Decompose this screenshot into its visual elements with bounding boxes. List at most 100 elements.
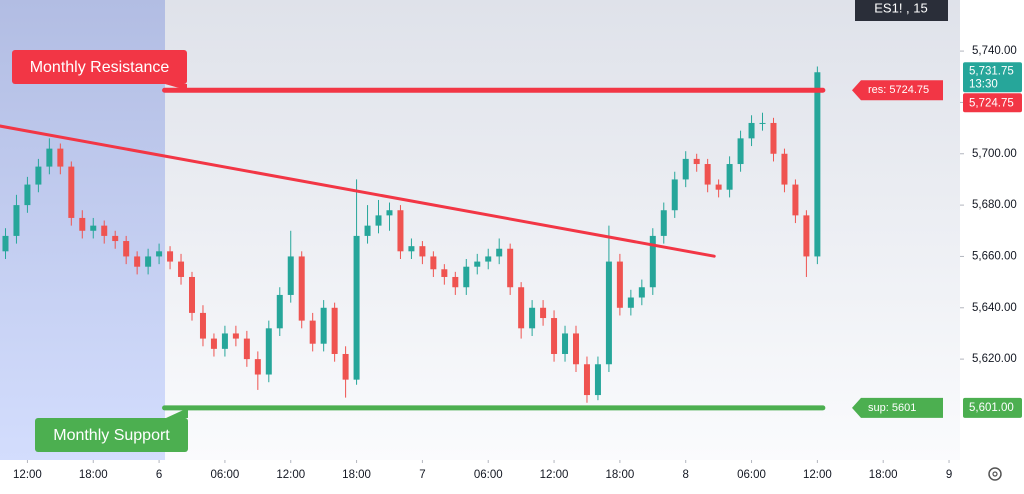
candle-body <box>660 210 667 236</box>
candle-body <box>101 225 108 236</box>
support-label-box <box>35 418 188 452</box>
chart-layer: 5,620.00 5,640.00 5,660.00 5,680.00 5,700.00… <box>0 45 1022 481</box>
resistance-label: Monthly Resistance <box>30 59 170 76</box>
symbol: ES1! , 15 <box>874 0 927 15</box>
candle-body <box>364 225 371 236</box>
candle-body <box>221 333 228 349</box>
x-tick-label: 06:00 <box>737 469 766 481</box>
candle-body <box>583 364 590 396</box>
x-tick-label: 18:00 <box>605 469 634 481</box>
x-tick-label: 06:00 <box>211 469 240 481</box>
candle-body <box>693 158 700 165</box>
y-tick-label: 5,640.00 <box>972 302 1017 314</box>
countdown: 13:30 <box>969 78 998 90</box>
candle-body <box>199 312 206 339</box>
resistance-label-box <box>12 50 187 84</box>
y-tick-label: 5,700.00 <box>972 148 1017 160</box>
x-tick-label: 18:00 <box>869 469 898 481</box>
candle-body <box>189 276 195 313</box>
settings-icon[interactable] <box>988 467 1002 481</box>
resistance-badge <box>963 93 1022 113</box>
support-tag-text: sup: 5601 <box>868 402 916 414</box>
support-label: Monthly Support <box>53 427 170 444</box>
x-tick-label: 12:00 <box>540 469 569 481</box>
candle-body <box>485 256 492 262</box>
candle-body <box>430 256 437 270</box>
candle-body <box>254 359 261 375</box>
candle-body <box>46 148 53 167</box>
candle-body <box>57 148 64 167</box>
resistance-badge-text: 5,724.75 <box>969 97 1014 109</box>
trendline <box>0 124 716 258</box>
x-tick-label: 18:00 <box>342 469 371 481</box>
x-tick-label: 18:00 <box>79 469 108 481</box>
candle-body <box>605 261 612 365</box>
candle-body <box>463 266 470 288</box>
candle-body <box>452 276 459 288</box>
candle-body <box>726 164 733 190</box>
time-axis <box>0 460 1024 489</box>
candle-body <box>210 338 217 349</box>
candle-body <box>671 179 678 211</box>
candle-body <box>781 153 788 185</box>
candle-body <box>474 261 481 267</box>
candle-body <box>331 307 338 354</box>
candle-body <box>375 215 382 226</box>
candle-body <box>145 256 152 267</box>
resistance-label-pointer <box>165 84 187 91</box>
candle-body <box>353 235 360 380</box>
candle-body <box>770 122 777 154</box>
candle-body <box>232 333 239 339</box>
candle-body <box>134 256 141 267</box>
candle-body <box>24 184 31 206</box>
candle-body <box>737 138 744 165</box>
candle-body <box>90 225 97 231</box>
candle-body <box>123 241 130 257</box>
support-badge-text: 5,601.00 <box>969 402 1014 414</box>
candle-body <box>704 164 711 185</box>
resistance-tag <box>852 80 943 101</box>
candle-body <box>759 122 766 124</box>
candle-body <box>167 251 174 262</box>
candle-body <box>342 353 349 380</box>
candle-body <box>518 287 525 329</box>
candle-body <box>814 72 821 257</box>
x-tick-label: 12:00 <box>276 469 305 481</box>
candle-body <box>540 307 547 319</box>
candle-body <box>287 256 294 295</box>
candle-body <box>441 269 448 277</box>
y-tick-label: 5,660.00 <box>972 250 1017 262</box>
candle-body <box>156 251 163 257</box>
last-price: 5,731.75 <box>969 65 1014 77</box>
y-tick-label: 5,680.00 <box>972 199 1017 211</box>
candle-body <box>594 364 601 396</box>
support-badge <box>963 397 1022 418</box>
x-tick-label: 9 <box>946 469 952 481</box>
candle-body <box>298 256 305 321</box>
last-price-badge <box>963 62 1022 93</box>
candle-body <box>112 235 119 242</box>
candle-body <box>79 217 86 231</box>
candle-body <box>276 294 283 329</box>
x-tick-label: 6 <box>156 469 162 481</box>
candle-body <box>386 210 393 216</box>
symbol-box[interactable] <box>855 0 948 21</box>
candle-body <box>243 338 250 360</box>
x-tick-label: 8 <box>683 469 689 481</box>
candle-body <box>496 248 503 257</box>
candle-body <box>408 246 415 252</box>
candle-body <box>682 158 689 180</box>
candle-body <box>803 215 810 257</box>
support-label-pointer <box>166 407 188 418</box>
candle-body <box>562 333 569 354</box>
candle-body <box>616 261 623 308</box>
candle-body <box>397 210 404 252</box>
candle-body <box>507 248 514 288</box>
candle-body <box>573 333 579 365</box>
candle-body <box>13 205 20 236</box>
candle-body <box>178 261 185 277</box>
x-tick-label: 06:00 <box>474 469 503 481</box>
candle-body <box>265 328 272 375</box>
candle-body <box>748 122 755 139</box>
